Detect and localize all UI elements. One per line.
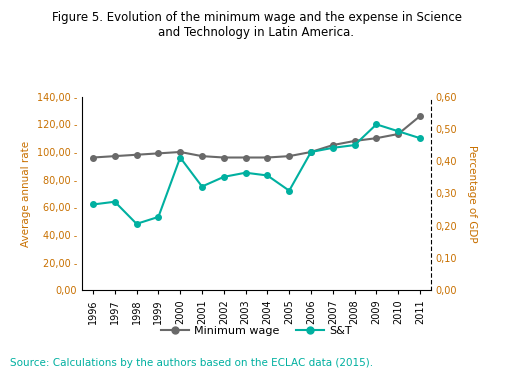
Text: Source: Calculations by the authors based on the ECLAC data (2015).: Source: Calculations by the authors base…	[10, 358, 373, 368]
Y-axis label: Percentage of GDP: Percentage of GDP	[467, 145, 477, 242]
Minimum wage	[243, 155, 249, 160]
Text: Figure 5. Evolution of the minimum wage and the expense in Science
and Technolog: Figure 5. Evolution of the minimum wage …	[51, 11, 462, 39]
S&T	[243, 170, 249, 175]
Minimum wage	[308, 150, 314, 154]
S&T	[155, 215, 162, 219]
Minimum wage	[351, 139, 358, 143]
Line: S&T: S&T	[90, 122, 423, 227]
Minimum wage	[155, 151, 162, 155]
Line: Minimum wage: Minimum wage	[90, 113, 423, 160]
S&T	[330, 145, 336, 150]
Minimum wage	[90, 155, 96, 160]
S&T	[264, 173, 270, 178]
Minimum wage	[286, 154, 292, 158]
Minimum wage	[199, 154, 205, 158]
Minimum wage	[133, 153, 140, 157]
Minimum wage	[221, 155, 227, 160]
S&T	[286, 189, 292, 193]
S&T	[417, 136, 423, 140]
Minimum wage	[373, 136, 380, 140]
S&T	[177, 155, 183, 160]
Minimum wage	[330, 143, 336, 147]
Minimum wage	[395, 132, 401, 136]
S&T	[133, 222, 140, 226]
S&T	[351, 143, 358, 147]
S&T	[373, 122, 380, 126]
Minimum wage	[177, 150, 183, 154]
S&T	[90, 202, 96, 207]
Minimum wage	[417, 114, 423, 118]
Minimum wage	[264, 155, 270, 160]
S&T	[308, 150, 314, 154]
S&T	[112, 199, 118, 204]
Legend: Minimum wage, S&T: Minimum wage, S&T	[156, 321, 357, 340]
S&T	[221, 174, 227, 179]
S&T	[199, 184, 205, 189]
Minimum wage	[112, 154, 118, 158]
Y-axis label: Average annual rate: Average annual rate	[21, 140, 31, 247]
S&T	[395, 129, 401, 134]
